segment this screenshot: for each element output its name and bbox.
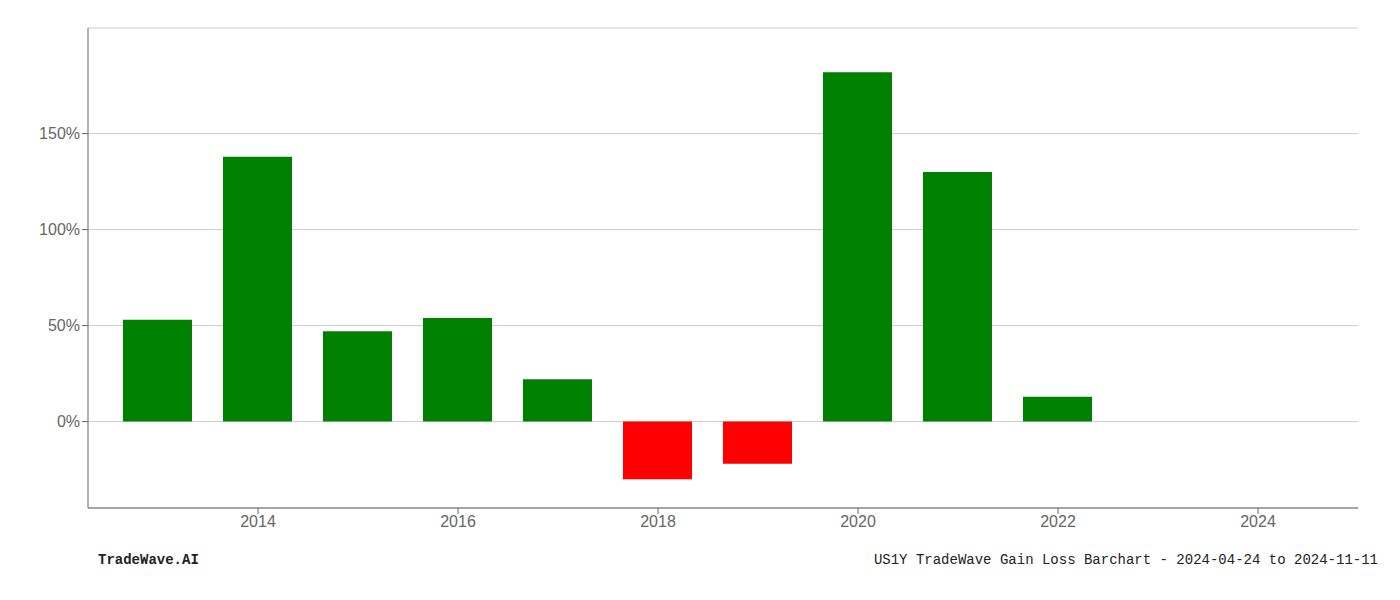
svg-text:0%: 0% xyxy=(57,413,80,430)
svg-text:2024: 2024 xyxy=(1240,513,1276,530)
svg-text:100%: 100% xyxy=(39,221,80,238)
html-text:US1Y TradeWave Gain Loss Barch: US1Y TradeWave Gain Loss Barchart - 2024… xyxy=(873,552,1378,568)
svg-text:2016: 2016 xyxy=(440,513,476,530)
svg-text:150%: 150% xyxy=(39,125,80,142)
svg-text:50%: 50% xyxy=(48,317,80,334)
svg-text:2022: 2022 xyxy=(1040,513,1076,530)
svg-text:2020: 2020 xyxy=(840,513,876,530)
html-text:TradeWave.AI: TradeWave.AI xyxy=(98,552,199,568)
svg-text:2014: 2014 xyxy=(240,513,276,530)
svg-text:2018: 2018 xyxy=(640,513,676,530)
